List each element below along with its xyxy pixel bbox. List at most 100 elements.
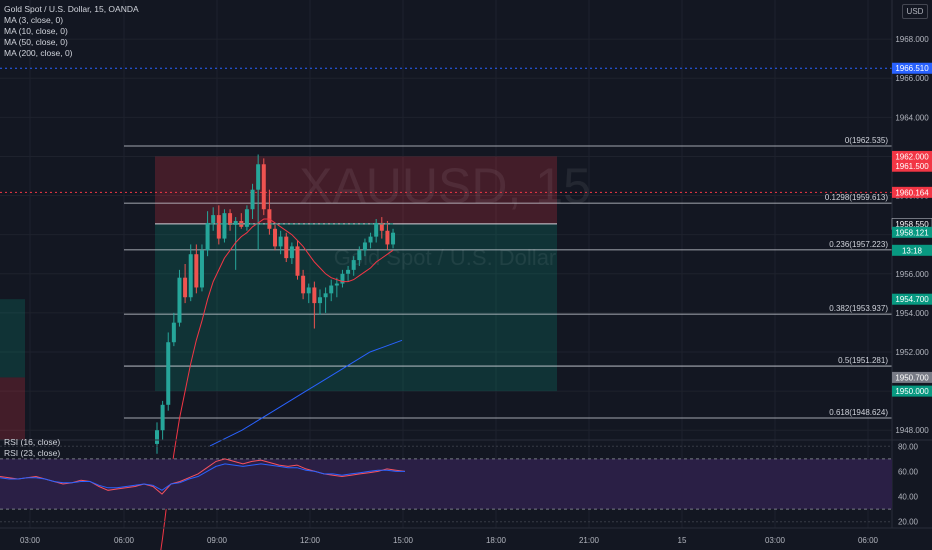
candle-body (312, 287, 317, 304)
y-tick-label: 1964.000 (895, 113, 929, 122)
price-tag-label: 1958.550 (895, 220, 929, 229)
candle-body (171, 322, 176, 343)
candle-body (289, 246, 294, 259)
stop-loss-zone (155, 156, 557, 224)
y-tick-label: 1966.000 (895, 74, 929, 83)
candle-body (357, 250, 362, 261)
price-tag-bg (892, 293, 932, 305)
candle-body (256, 164, 261, 190)
candle-body (340, 273, 345, 284)
candle-body (194, 254, 199, 288)
ma10-legend: MA (10, close, 0) (4, 26, 68, 36)
rsi-tick-label: 40.00 (898, 493, 919, 502)
price-tag-bg (892, 160, 932, 172)
price-tag-label: 1958.121 (895, 228, 929, 237)
rsi-band-fill (0, 458, 892, 510)
candle-body (222, 213, 227, 239)
old-profit-zone (0, 299, 25, 378)
ma-blue-line (209, 339, 403, 447)
candle-body (199, 250, 204, 288)
candle-body (273, 228, 278, 247)
rsi-series-0 (0, 458, 406, 495)
candle-body (188, 254, 193, 298)
y-tick-label: 1948.000 (895, 426, 929, 435)
price-tag-label: 1962.000 (895, 152, 929, 161)
price-tag-bg (892, 150, 932, 162)
fib-label-0.1298: 0.1298(1959.613) (825, 193, 889, 202)
candle-body (205, 222, 210, 251)
rsi-tick-label: 80.00 (898, 442, 919, 451)
price-tag-label: 1966.510 (895, 64, 929, 73)
rsi23-legend: RSI (23, close) (4, 448, 61, 458)
candle-body (261, 164, 266, 210)
candle-body (334, 283, 339, 286)
candle-body (385, 230, 390, 245)
candle-body (211, 215, 216, 223)
candle-body (346, 269, 351, 274)
price-tag-label: 1960.164 (895, 188, 929, 197)
candle-body (295, 246, 300, 276)
fib-label-0.236: 0.236(1957.223) (829, 240, 888, 249)
fib-label-0.382: 0.382(1953.937) (829, 304, 888, 313)
candle-body (317, 297, 322, 304)
price-tag-label: 1961.500 (895, 162, 929, 171)
rsi-tick-label: 20.00 (898, 518, 919, 527)
x-tick-label: 18:00 (486, 536, 507, 545)
candle-body (368, 236, 373, 243)
price-tag-label: 1954.700 (895, 295, 929, 304)
candle-body (177, 277, 182, 323)
candle-body (216, 215, 221, 239)
price-tag-label: 1950.700 (895, 373, 929, 382)
price-tag-label: 1950.000 (895, 387, 929, 396)
currency-button[interactable]: USD (902, 4, 928, 19)
ma200-legend: MA (200, close, 0) (4, 48, 73, 58)
candle-body (250, 189, 255, 210)
x-tick-label: 12:00 (300, 536, 321, 545)
rsi-series-1 (0, 463, 405, 491)
price-tag-bg (892, 226, 932, 238)
fib-label-0: 0(1962.535) (845, 136, 888, 145)
x-tick-label: 06:00 (114, 536, 135, 545)
ma50-legend: MA (50, close, 0) (4, 37, 68, 47)
watermark-symbol: XAUUSD, 15 (299, 158, 591, 214)
candle-body (183, 277, 188, 298)
price-tag-bg (892, 244, 932, 256)
chart-legend: Gold Spot / U.S. Dollar, 15, OANDA MA (3… (4, 4, 139, 59)
candle-body (379, 222, 384, 231)
candle-body (362, 242, 367, 251)
old-loss-zone (0, 377, 25, 440)
fib-label-0.618: 0.618(1948.624) (829, 408, 888, 417)
y-tick-label: 1954.000 (895, 309, 929, 318)
x-tick-label: 15 (678, 536, 687, 545)
fib-label-0.5: 0.5(1951.281) (838, 356, 888, 365)
rsi16-legend: RSI (16, close) (4, 437, 61, 447)
ma-red-line (160, 218, 394, 550)
x-tick-label: 03:00 (20, 536, 41, 545)
y-tick-label: 1952.000 (895, 348, 929, 357)
candle-body (374, 222, 379, 237)
candle-body (329, 285, 334, 294)
chart-title: Gold Spot / U.S. Dollar, 15, OANDA (4, 4, 139, 14)
x-tick-label: 09:00 (207, 536, 228, 545)
ma3-legend: MA (3, close, 0) (4, 15, 64, 25)
price-tag-bg (892, 186, 932, 198)
candle-body (160, 404, 165, 431)
x-tick-label: 21:00 (579, 536, 600, 545)
candle-body (155, 430, 159, 444)
x-tick-label: 06:00 (858, 536, 879, 545)
candle-body (278, 236, 283, 247)
candle-body (244, 209, 249, 227)
rsi-tick-label: 60.00 (898, 467, 919, 476)
candle-body (284, 236, 289, 259)
candle-body (306, 287, 311, 294)
watermark-description: Gold Spot / U.S. Dollar (334, 245, 557, 270)
price-tag-bg (892, 62, 932, 74)
candle-body (351, 260, 356, 270)
rsi-legend: RSI (16, close) RSI (23, close) (4, 437, 60, 459)
price-tag-bg (892, 371, 932, 383)
x-tick-label: 15:00 (393, 536, 414, 545)
candle-body (166, 342, 171, 405)
y-tick-label: 1956.000 (895, 270, 929, 279)
